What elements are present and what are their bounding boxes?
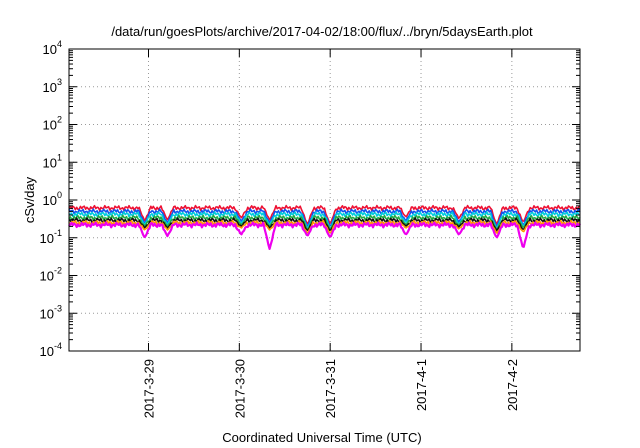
y-tick-label: 10-1: [40, 228, 62, 246]
series-line: [68, 217, 581, 232]
y-tick-label: 101: [43, 152, 62, 170]
series-line: [68, 221, 581, 250]
series-line: [68, 208, 581, 228]
x-axis: 2017-3-29 2017-3-30 2017-3-31 2017-4-1 2017-…: [141, 49, 520, 418]
y-axis-label: cSv/day: [22, 176, 37, 223]
y-tick-label: 10-3: [40, 303, 62, 321]
y-tick-label: 102: [43, 115, 62, 133]
y-tick-label: 104: [43, 39, 62, 57]
chart-series: [68, 204, 581, 250]
y-tick-label: 10-2: [40, 266, 62, 284]
x-tick-label: 2017-3-30: [232, 359, 247, 418]
x-tick-label: 2017-3-29: [141, 359, 156, 418]
x-axis-label: Coordinated Universal Time (UTC): [222, 430, 421, 445]
series-line: [68, 219, 581, 234]
y-tick-label: 103: [43, 77, 62, 95]
series-line: [68, 204, 581, 225]
x-tick-label: 2017-4-1: [414, 359, 429, 411]
y-tick-label: 100: [43, 190, 62, 208]
y-tick-label: 10-4: [40, 341, 62, 359]
chart-title: /data/run/goesPlots/archive/2017-04-02/1…: [111, 24, 533, 39]
chart-grid: [69, 49, 580, 351]
x-tick-label: 2017-3-31: [323, 359, 338, 418]
x-tick-label: 2017-4-2: [505, 359, 520, 411]
